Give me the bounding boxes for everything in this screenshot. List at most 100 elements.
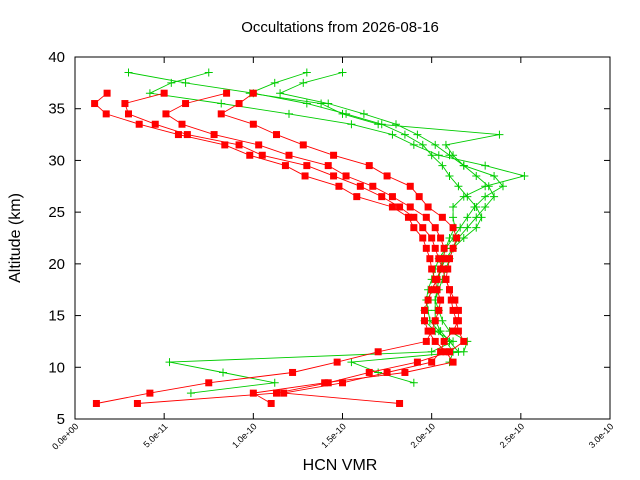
data-point-plus — [463, 223, 472, 232]
data-point-square — [217, 110, 225, 118]
data-point-square — [431, 224, 439, 232]
chart-title: Occultations from 2026-08-16 — [241, 19, 439, 36]
data-point-square — [102, 110, 110, 118]
data-point-square — [454, 327, 462, 335]
profile-series — [217, 89, 462, 407]
x-tick-label: 2.5e-10 — [498, 421, 527, 450]
data-point-plus — [441, 140, 450, 149]
data-point-square — [440, 337, 448, 345]
profile-series — [245, 68, 507, 367]
data-point-square — [396, 399, 404, 407]
series-line — [128, 72, 483, 394]
data-point-square — [444, 265, 452, 273]
data-point-plus — [186, 389, 195, 398]
y-tick-label: 40 — [48, 49, 65, 66]
data-point-plus — [490, 171, 499, 180]
data-point-square — [396, 203, 404, 211]
data-point-square — [133, 399, 141, 407]
data-point-square — [301, 172, 309, 180]
data-point-square — [410, 213, 418, 221]
x-tick-label: 5.0e-11 — [141, 421, 169, 449]
data-point-plus — [520, 171, 529, 180]
x-tick-label: 3.0e-10 — [587, 421, 616, 450]
data-point-square — [446, 255, 453, 263]
data-point-square — [388, 203, 396, 211]
data-point-square — [424, 203, 432, 211]
data-point-plus — [445, 151, 454, 160]
data-point-plus — [463, 213, 472, 222]
data-point-square — [433, 275, 441, 283]
data-point-square — [178, 120, 186, 128]
data-point-square — [356, 182, 364, 190]
data-point-square — [454, 306, 462, 314]
data-point-plus — [302, 68, 311, 77]
data-point-plus — [167, 78, 176, 87]
data-point-plus — [204, 68, 213, 77]
data-point-square — [365, 368, 373, 376]
data-point-plus — [299, 78, 308, 87]
data-point-square — [324, 379, 332, 387]
data-point-square — [424, 296, 432, 304]
data-point-plus — [409, 140, 418, 149]
data-point-plus — [270, 78, 279, 87]
data-point-plus — [472, 223, 481, 232]
data-point-square — [91, 100, 99, 108]
data-point-square — [415, 193, 423, 201]
data-point-square — [210, 131, 218, 139]
data-point-square — [406, 203, 414, 211]
data-point-plus — [324, 99, 333, 108]
y-tick-label: 10 — [48, 359, 65, 376]
data-point-square — [339, 379, 346, 387]
data-point-square — [428, 358, 436, 366]
x-tick-label: 1.0e-10 — [230, 421, 259, 450]
data-point-plus — [481, 161, 490, 170]
data-point-plus — [449, 202, 458, 211]
data-point-square — [280, 389, 288, 397]
data-point-plus — [481, 192, 490, 201]
data-point-square — [422, 213, 430, 221]
data-point-square — [299, 141, 307, 149]
data-point-plus — [302, 99, 311, 108]
data-point-square — [428, 327, 436, 335]
data-point-square — [453, 234, 461, 242]
data-point-square — [183, 131, 191, 139]
data-point-square — [442, 275, 450, 283]
data-point-square — [388, 193, 396, 201]
data-point-square — [406, 182, 414, 190]
profile-series — [124, 68, 486, 398]
data-point-plus — [484, 182, 493, 191]
data-point-square — [235, 100, 243, 108]
data-point-square — [342, 172, 350, 180]
data-point-plus — [445, 171, 454, 180]
data-point-square — [433, 286, 441, 294]
data-point-square — [162, 110, 170, 118]
data-point-plus — [347, 120, 356, 129]
data-point-plus — [217, 99, 226, 108]
data-point-square — [422, 337, 430, 345]
data-point-square — [435, 306, 443, 314]
data-point-square — [174, 131, 182, 139]
data-point-square — [437, 296, 445, 304]
data-point-square — [437, 234, 445, 242]
data-point-plus — [436, 327, 445, 336]
series-layer — [91, 68, 529, 407]
data-point-square — [273, 389, 281, 397]
data-point-square — [255, 141, 263, 149]
data-point-square — [281, 162, 289, 170]
data-point-square — [431, 337, 439, 345]
profile-series — [91, 89, 445, 407]
data-point-square — [125, 110, 132, 118]
profile-series — [162, 89, 457, 407]
data-point-square — [447, 296, 455, 304]
data-point-square — [419, 224, 427, 232]
y-tick-label: 15 — [48, 308, 65, 325]
y-tick-label: 30 — [48, 152, 65, 169]
data-point-square — [383, 368, 391, 376]
data-point-plus — [438, 316, 447, 325]
data-point-square — [258, 151, 266, 159]
data-point-plus — [270, 378, 279, 387]
y-tick-label: 35 — [48, 101, 65, 118]
data-point-plus — [374, 120, 383, 129]
data-point-square — [419, 234, 427, 242]
